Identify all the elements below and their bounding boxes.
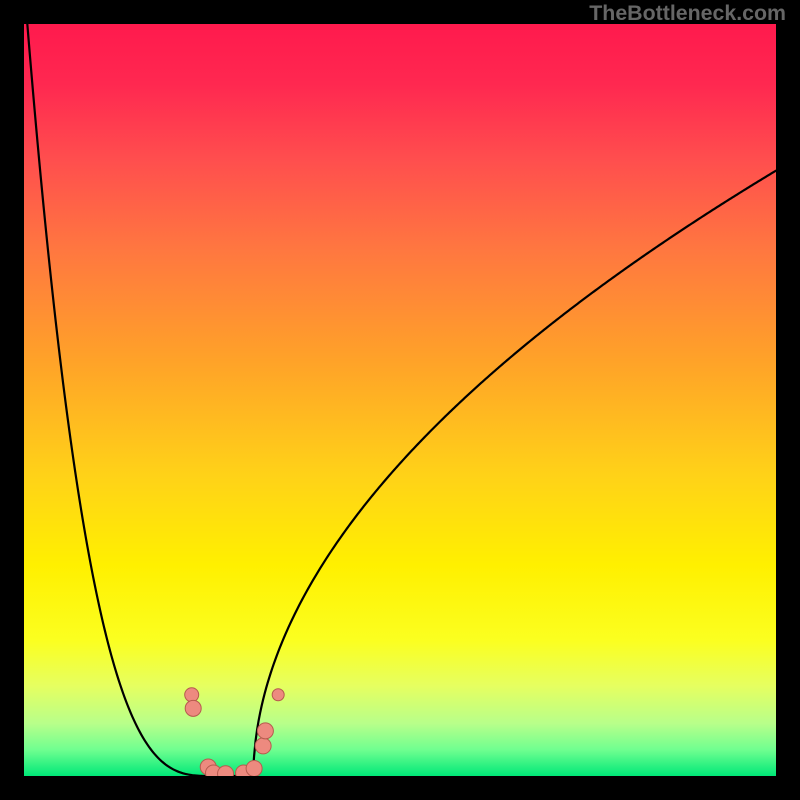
chart-overlay-svg	[24, 24, 776, 776]
data-marker	[185, 688, 199, 702]
watermark-text: TheBottleneck.com	[589, 1, 786, 26]
plot-area	[24, 24, 776, 776]
data-marker	[218, 766, 234, 776]
data-marker	[246, 760, 262, 776]
data-marker	[272, 689, 284, 701]
data-marker	[255, 738, 271, 754]
bottleneck-curve	[24, 24, 776, 776]
data-marker	[185, 700, 201, 716]
chart-frame: TheBottleneck.com	[0, 0, 800, 800]
marker-group	[185, 688, 284, 776]
data-marker	[257, 723, 273, 739]
